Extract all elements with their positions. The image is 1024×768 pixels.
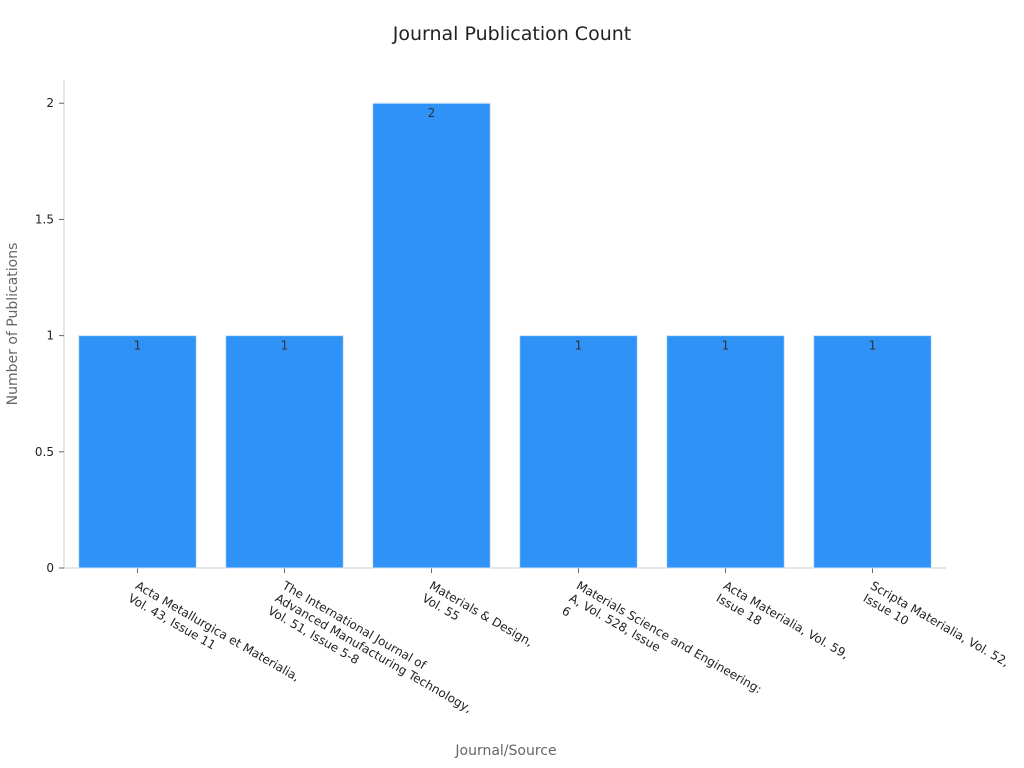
x-tick-label: Materials & Design,Vol. 55 [420,578,536,649]
x-tick-label-line: Acta Materialia, Vol. 59, [721,578,851,661]
x-tick-label-line: Acta Metallurgica et Materialia, [133,578,302,684]
data-label: 1 [134,339,142,353]
x-axis-title: Journal/Source [454,743,556,759]
bar [225,335,344,569]
data-label: 1 [869,339,877,353]
x-tick-label-line: Scripta Materialia, Vol. 52, [868,578,1012,669]
data-label: 1 [281,339,289,353]
x-tick-label: Acta Metallurgica et Materialia,Vol. 43,… [126,578,302,684]
bar [372,102,491,569]
bar [813,335,932,569]
data-label: 1 [575,339,583,353]
y-axis-title: Number of Publications [5,243,21,406]
bar [78,335,197,569]
y-tick-label: 1.5 [35,212,54,226]
y-tick-label: 0.5 [35,445,54,459]
y-tick-label: 2 [46,96,54,110]
x-tick-label: Scripta Materialia, Vol. 52,Issue 10 [861,578,1012,669]
bar [519,335,638,569]
bar [666,335,785,569]
y-tick-label: 1 [46,329,54,343]
data-label: 2 [428,106,436,120]
y-tick-label: 0 [46,561,54,575]
x-tick-label: Acta Materialia, Vol. 59,Issue 18 [714,578,851,661]
chart-title: Journal Publication Count [392,23,631,45]
data-label: 1 [722,339,730,353]
x-tick-label-line: 6 [560,604,574,620]
